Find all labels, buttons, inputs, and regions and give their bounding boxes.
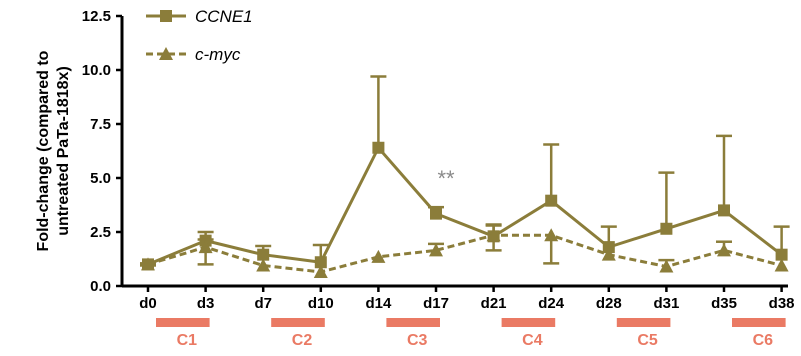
cycle-C4: C4 [501, 318, 556, 349]
data-point [774, 258, 789, 272]
cycle-bars: C1 C2 C3 C4 C5 C6 [156, 318, 786, 349]
y-axis-label: untreated PaTa-1818x)Fold-change (compar… [35, 50, 72, 251]
y-tick-label: 7.5 [90, 116, 111, 133]
x-tick-label: d28 [596, 295, 622, 312]
cycle-bar [271, 318, 325, 327]
legend-marker [159, 47, 173, 60]
x-tick-label: d14 [365, 295, 392, 312]
data-point [544, 228, 559, 242]
cycle-label: C4 [522, 332, 543, 349]
data-point [659, 259, 674, 273]
x-tick-label: d35 [711, 295, 737, 312]
data-point [775, 248, 788, 261]
x-tick-label: d10 [308, 295, 334, 312]
data-point [314, 256, 327, 269]
x-tick-label: d21 [481, 295, 507, 312]
y-axis-label-line: Fold-change (compared to [35, 50, 52, 251]
legend-label: CCNE1 [195, 7, 253, 26]
cycle-label: C6 [753, 332, 774, 349]
cycle-C1: C1 [156, 318, 210, 349]
y-tick-label: 2.5 [90, 224, 111, 241]
legend-item: c-myc [146, 45, 241, 64]
data-point [601, 247, 616, 261]
data-point [257, 248, 270, 261]
data-point [256, 258, 271, 272]
legend: CCNE1 c-myc [146, 7, 253, 64]
series-CCNE1 [140, 75, 790, 271]
y-tick-label: 10.0 [82, 62, 111, 79]
x-tick-label: d3 [197, 295, 215, 312]
y-tick-label: 5.0 [90, 170, 111, 187]
series-c-myc [141, 224, 789, 278]
cycle-C2: C2 [271, 318, 325, 349]
x-tick-label: d24 [538, 295, 565, 312]
series-line [147, 146, 783, 266]
cycle-C6: C6 [732, 318, 786, 349]
cycle-bar [156, 318, 210, 327]
x-tick-label: d17 [423, 295, 449, 312]
x-tick-label: d38 [769, 295, 795, 312]
data-point [371, 249, 386, 263]
cycle-label: C2 [292, 332, 313, 349]
data-point [545, 194, 558, 207]
legend-label: c-myc [195, 45, 241, 64]
cycle-label: C1 [177, 332, 198, 349]
data-point [141, 257, 155, 271]
cycle-bar [616, 318, 671, 327]
data-point [486, 228, 501, 242]
axes: 0.0 2.5 5.0 7.5 10.0 12.5 d0 d3 d7 d10 d14 d17 d21 d2… [82, 8, 795, 312]
cycle-label: C3 [407, 332, 428, 349]
legend-marker [160, 10, 172, 22]
y-tick-label: 0.0 [90, 278, 111, 295]
data-point [198, 240, 213, 254]
data-point [660, 222, 673, 235]
cycle-C3: C3 [386, 318, 440, 349]
data-point [718, 204, 730, 217]
x-tick-label: d31 [653, 295, 679, 312]
legend-item: CCNE1 [146, 7, 253, 26]
y-axis-label-line: untreated PaTa-1818x) [55, 66, 72, 236]
cycle-C5: C5 [616, 318, 671, 349]
x-tick-label: d7 [254, 295, 272, 312]
cycle-label: C5 [637, 332, 658, 349]
data-point [602, 241, 615, 254]
data-point [430, 207, 442, 220]
annotations: ** [437, 166, 455, 191]
series-layer [140, 75, 790, 278]
cycle-bar [386, 318, 440, 327]
cycle-bar [501, 318, 556, 327]
significance-annotation: ** [437, 166, 455, 191]
data-point [429, 243, 443, 257]
data-point [313, 264, 328, 278]
cycle-bar [732, 318, 786, 327]
series-line [147, 233, 782, 274]
y-tick-label: 12.5 [82, 8, 111, 25]
data-point [372, 141, 385, 154]
x-tick-label: d0 [139, 295, 157, 312]
data-point [717, 243, 731, 257]
